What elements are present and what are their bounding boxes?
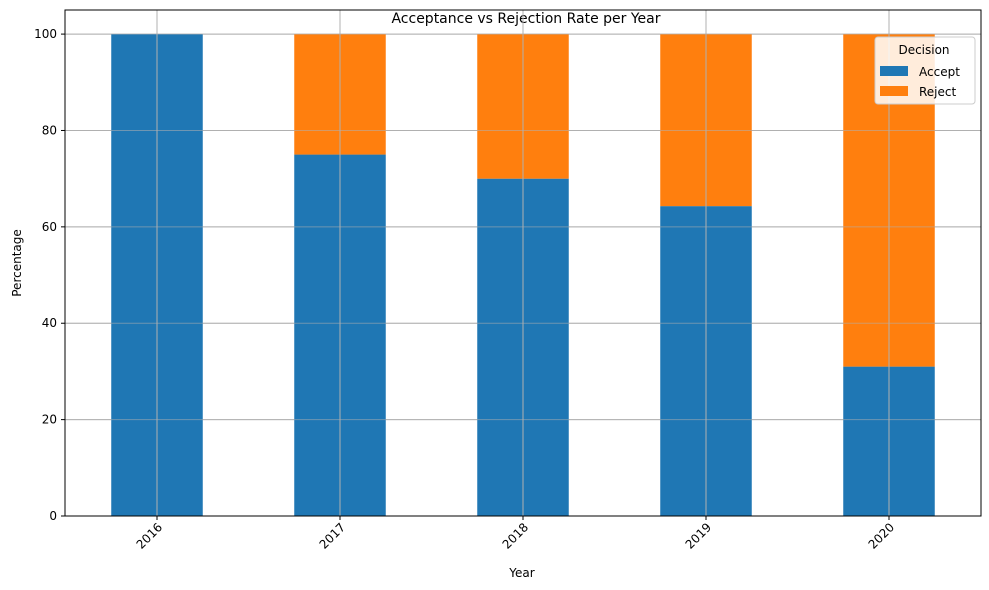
legend-label-reject: Reject: [919, 85, 956, 99]
y-tick-label: 100: [34, 27, 57, 41]
y-tick-label: 20: [42, 413, 57, 427]
y-tick-label: 80: [42, 123, 57, 137]
chart-title: Acceptance vs Rejection Rate per Year: [391, 11, 660, 27]
x-axis-ticks: 2016 2017 2018 2019 2020: [134, 516, 897, 552]
legend-swatch-reject: [880, 86, 908, 96]
x-tick-label: 2019: [683, 520, 714, 551]
y-axis-label: Percentage: [10, 229, 24, 297]
x-tick-label: 2020: [866, 520, 897, 551]
x-axis-label: Year: [508, 566, 534, 580]
y-tick-label: 0: [49, 509, 57, 523]
y-axis-ticks: 0 20 40 60 80 100: [34, 27, 65, 523]
x-tick-label: 2017: [317, 520, 348, 551]
x-tick-label: 2018: [500, 520, 531, 551]
legend-label-accept: Accept: [919, 65, 960, 79]
y-tick-label: 60: [42, 220, 57, 234]
legend-swatch-accept: [880, 66, 908, 76]
y-tick-label: 40: [42, 316, 57, 330]
legend: Decision Accept Reject: [874, 36, 976, 105]
x-tick-label: 2016: [134, 520, 165, 551]
legend-title: Decision: [898, 43, 949, 57]
